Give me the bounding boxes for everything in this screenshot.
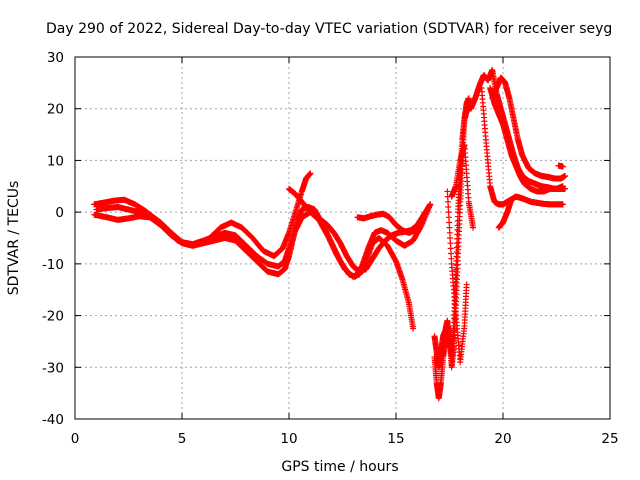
y-tick-label: -30 (42, 360, 64, 376)
data-point (445, 209, 452, 216)
grid-layer (75, 57, 610, 419)
data-point (445, 203, 452, 210)
x-tick-label: 5 (178, 431, 187, 447)
data-point (445, 214, 452, 221)
data-point (446, 219, 453, 226)
plot-frame (74, 56, 611, 420)
data-point (446, 229, 453, 236)
x-tick-label: 25 (601, 431, 618, 447)
data-point (447, 235, 454, 241)
data-point (448, 250, 455, 257)
data-point (447, 245, 454, 252)
y-tick-label: 30 (47, 50, 64, 66)
series-track-n (495, 196, 515, 231)
data-point (465, 95, 472, 102)
x-tick-label: 15 (387, 431, 404, 447)
data-point (444, 188, 451, 195)
y-tick-label: -40 (42, 412, 64, 428)
y-axis-label: SDTVAR / TECUs (6, 181, 22, 296)
data-point (559, 201, 566, 208)
y-tick-label: 0 (55, 205, 64, 221)
data-point (427, 201, 434, 208)
series-track-g (431, 100, 474, 371)
data-point (559, 163, 566, 170)
series-track-i (448, 141, 477, 231)
data-point (562, 172, 569, 179)
data-point (508, 196, 515, 203)
y-tick-label: 10 (47, 153, 64, 169)
axis-ticks: 0 5 10 15 20 25 -40 -30 -20 -10 0 10 20 30 (42, 50, 619, 447)
data-point (418, 219, 425, 226)
data-point (447, 240, 454, 247)
y-tick-label: -20 (42, 309, 64, 325)
data-point (446, 224, 453, 231)
y-tick-label: 20 (47, 102, 64, 118)
data-point (448, 255, 455, 262)
series-track-o (555, 162, 566, 170)
x-tick-label: 20 (494, 431, 511, 447)
series-track-l (487, 85, 566, 195)
x-tick-label: 0 (71, 431, 80, 447)
data-point (463, 281, 470, 288)
data-point (444, 198, 451, 205)
data-point (410, 325, 417, 332)
data-point (307, 170, 314, 177)
chart-title: Day 290 of 2022, Sidereal Day-to-day VTE… (46, 21, 612, 37)
series-track-h (444, 188, 470, 366)
x-tick-label: 10 (280, 431, 297, 447)
data-points (91, 66, 569, 402)
data-point (559, 183, 566, 190)
y-tick-label: -10 (42, 257, 64, 273)
x-axis-label: GPS time / hours (281, 459, 398, 475)
series-track-e (354, 210, 425, 236)
data-point (470, 224, 477, 231)
